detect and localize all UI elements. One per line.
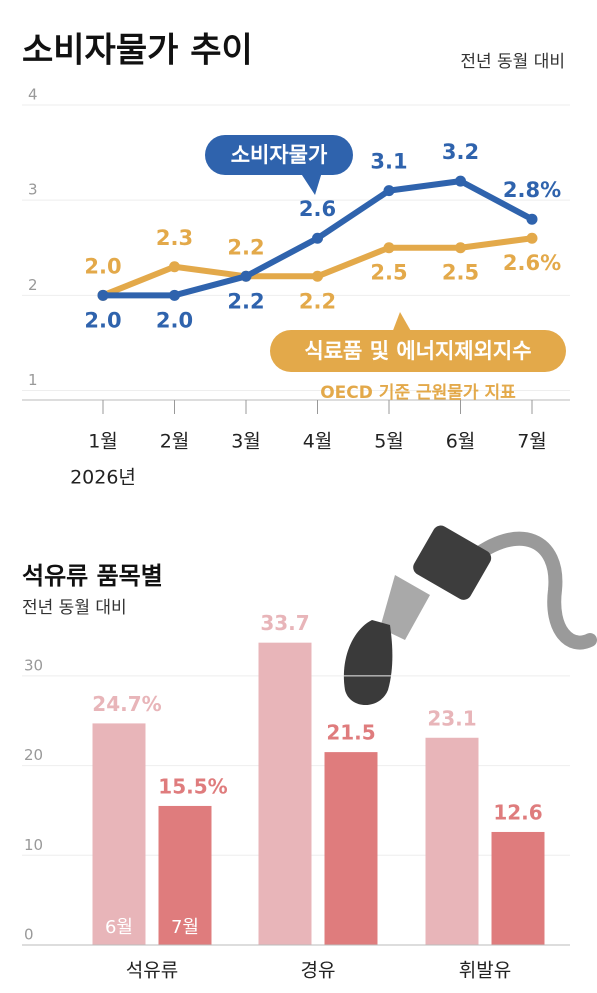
- value-label: 2.0: [156, 308, 193, 332]
- x-note: 2026년: [70, 467, 136, 489]
- point: [383, 242, 395, 254]
- y-tick-label: 3: [28, 181, 38, 199]
- point: [312, 270, 323, 282]
- value-label: 3.1: [370, 150, 407, 174]
- x-tick-label: 석유류: [126, 960, 178, 982]
- point: [526, 213, 538, 225]
- chart-title: 석유류 품목별: [22, 562, 163, 590]
- value-label: 2.6%: [503, 251, 561, 275]
- point: [455, 242, 466, 254]
- point: [169, 289, 180, 301]
- legend-label: 6월: [105, 917, 133, 938]
- value-label: 2.5: [442, 261, 479, 285]
- legend-note: OECD 기준 근원물가 지표: [320, 383, 516, 403]
- legend-pointer: [300, 172, 322, 195]
- x-tick-label: 4월: [303, 431, 333, 453]
- bar: [158, 805, 212, 945]
- x-tick-label: 5월: [374, 431, 404, 453]
- value-label: 2.0: [84, 308, 121, 332]
- point: [455, 175, 466, 187]
- x-tick-label: 휘발유: [459, 960, 511, 982]
- value-label: 3.2: [442, 140, 479, 164]
- y-tick-label: 30: [24, 656, 43, 674]
- nozzle-illustration: [343, 525, 597, 705]
- chart-subtitle: 전년 동월 대비: [22, 598, 127, 618]
- point: [312, 232, 323, 244]
- point: [97, 289, 109, 301]
- value-label: 2.5: [370, 261, 407, 285]
- value-label: 12.6: [493, 800, 542, 824]
- bar: [425, 737, 479, 945]
- point: [169, 261, 180, 273]
- value-label: 2.3: [156, 226, 193, 250]
- legend-pointer: [392, 312, 412, 333]
- value-label: 2.6: [299, 197, 336, 221]
- chart-title: 소비자물가 추이: [22, 31, 253, 71]
- value-label: 2.0: [84, 254, 121, 278]
- bar: [324, 752, 378, 945]
- y-tick-label: 4: [28, 86, 38, 104]
- legend-label: 소비자물가: [231, 143, 328, 167]
- x-tick-label: 1월: [88, 431, 118, 453]
- y-tick-label: 10: [24, 836, 43, 854]
- point: [240, 270, 252, 282]
- y-tick-label: 2: [28, 276, 38, 294]
- legend-box: [205, 135, 353, 175]
- value-label: 15.5%: [158, 774, 227, 798]
- value-label: 2.2: [227, 235, 264, 259]
- x-tick-label: 2월: [160, 431, 190, 453]
- point: [526, 232, 538, 244]
- legend-box: [270, 330, 566, 372]
- bar: [92, 723, 146, 945]
- bar: [258, 642, 312, 945]
- x-tick-label: 경유: [301, 960, 336, 982]
- x-tick-label: 3월: [231, 431, 261, 453]
- legend-label: 식료품 및 에너지제외지수: [304, 339, 531, 363]
- point: [383, 185, 395, 197]
- legend-label: 7월: [171, 917, 199, 938]
- y-tick-label: 0: [24, 926, 34, 944]
- value-label: 2.2: [227, 289, 264, 313]
- value-label: 23.1: [427, 706, 476, 730]
- chart-subtitle: 전년 동월 대비: [460, 52, 565, 72]
- x-tick-label: 7월: [517, 431, 547, 453]
- x-tick-label: 6월: [446, 431, 476, 453]
- value-label: 2.8%: [503, 178, 561, 202]
- value-label: 2.2: [299, 289, 336, 313]
- bar: [491, 831, 545, 945]
- value-label: 21.5: [326, 721, 375, 745]
- value-label: 33.7: [260, 611, 309, 635]
- value-label: 24.7%: [92, 692, 161, 716]
- y-tick-label: 1: [28, 371, 38, 389]
- y-tick-label: 20: [24, 746, 43, 764]
